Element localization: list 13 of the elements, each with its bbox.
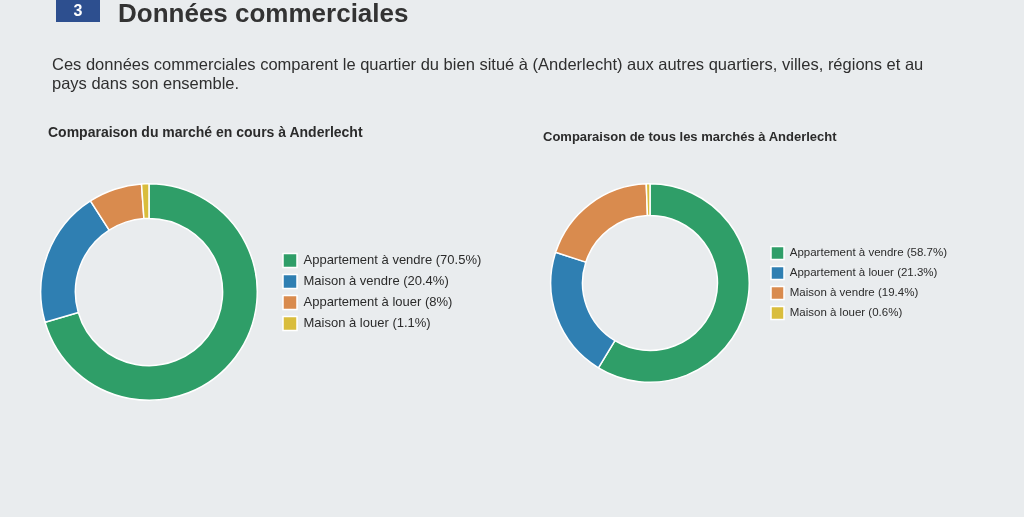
legend-label: Maison à vendre (19.4%) [789,286,919,299]
legend-label: Appartement à louer (21.3%) [789,266,938,279]
legend-label: Appartement à vendre (58.7%) [789,246,948,259]
text: Données commerciales [118,0,409,28]
chart-title: Comparaison de tous les marchés à Anderlecht [543,129,837,144]
legend-label: Maison à louer (1.1%) [303,315,431,331]
text: 3 [56,0,100,22]
text: Ces données commerciales comparent le quartier du bien situé à (Anderlecht) aux autres quartiers, villes, régions et au pays dans son ensemble. [52,55,925,93]
legend-label: Appartement à vendre (70.5%) [303,252,482,268]
legend-label: Maison à louer (0.6%) [789,306,903,319]
chart-title: Comparaison du marché en cours à Anderlecht [48,124,363,140]
legend-label: Appartement à louer (8%) [303,294,453,310]
legend-label: Maison à vendre (20.4%) [303,273,449,289]
